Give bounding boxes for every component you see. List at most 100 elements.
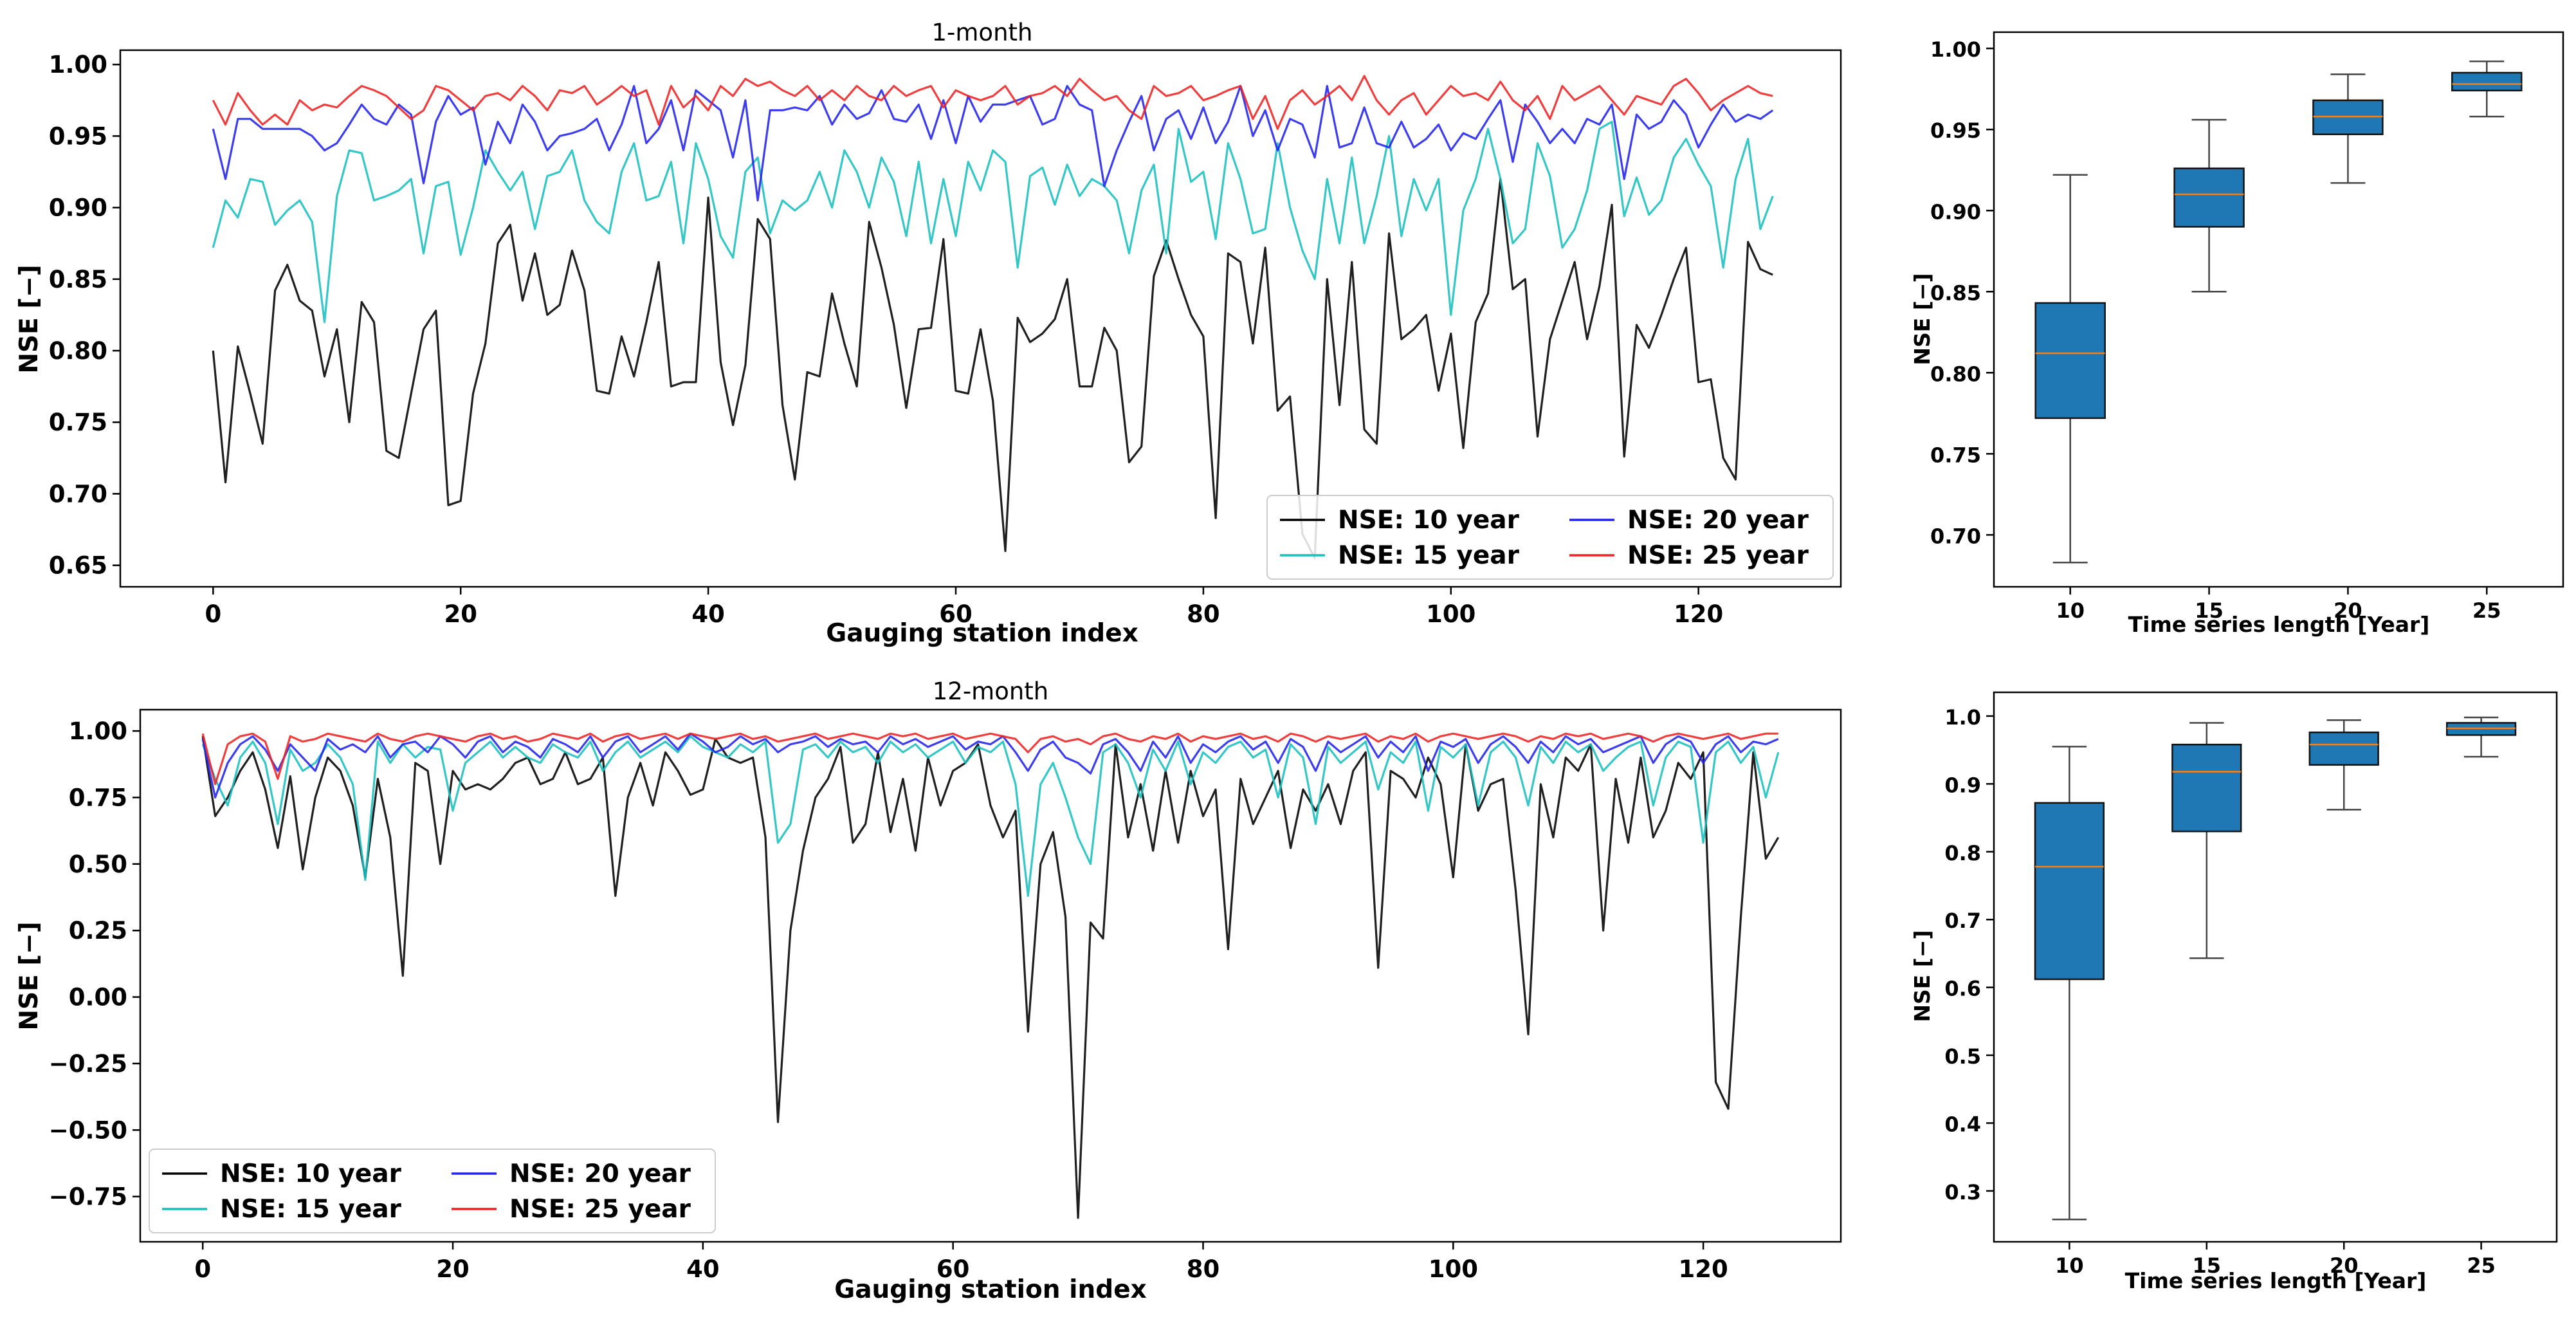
series-line-10-year: [212, 178, 1773, 560]
legend: NSE: 10 year NSE: 15 year NSE: 20 year NSE:…: [1266, 495, 1834, 580]
x-tick-label: 120: [1679, 1255, 1728, 1283]
series-line-20-year: [201, 732, 1779, 799]
y-tick-label: 0.80: [1930, 362, 1981, 386]
y-tick-label: 0.70: [49, 480, 107, 508]
x-tick-label: 60: [939, 600, 973, 628]
iqr-box: [2173, 167, 2245, 228]
x-tick-label: 25: [2467, 1253, 2496, 1278]
x-axis-label: Time series length [Year]: [2125, 1268, 2427, 1293]
iqr-box: [2034, 302, 2106, 420]
x-tick-label: 100: [1426, 600, 1475, 628]
line-chart-1-month: 1-month Gauging station index NSE [−] 0.…: [15, 19, 1842, 648]
axes-frame: [1993, 691, 2558, 1243]
y-axis-label: NSE [−]: [15, 921, 44, 1030]
box-20-year: [2312, 73, 2384, 184]
y-tick-label: 1.00: [49, 51, 107, 78]
y-tick-label: 0.95: [49, 122, 107, 150]
series-line-10-year: [201, 736, 1780, 1219]
y-tick-label: 0.3: [1944, 1180, 1981, 1204]
y-tick-label: 1.0: [1944, 705, 1981, 730]
x-axis-label: Gauging station index: [826, 619, 1138, 648]
chart-title: 1-month: [932, 19, 1033, 46]
series-line-15-year: [201, 735, 1780, 898]
x-tick-label: 0: [205, 600, 221, 628]
y-tick-label: 0.90: [49, 194, 107, 222]
x-axis-label: Time series length [Year]: [2128, 612, 2430, 637]
x-axis-label: Gauging station index: [834, 1275, 1147, 1304]
iqr-box: [2451, 71, 2523, 91]
y-tick-label: 1.00: [1930, 37, 1981, 62]
axes-frame: [1993, 31, 2564, 588]
x-tick-label: 40: [691, 600, 725, 628]
legend-frame: [149, 1148, 716, 1233]
series-line-25-year: [212, 75, 1773, 130]
legend: NSE: 10 year NSE: 15 year NSE: 20 year NSE:…: [149, 1148, 716, 1233]
y-tick-label: −0.50: [49, 1116, 127, 1144]
box-25-year: [2451, 60, 2523, 118]
x-tick-label: 0: [194, 1255, 211, 1283]
legend-label: NSE: 10 year: [220, 1159, 402, 1188]
y-axis-label: NSE [−]: [1910, 273, 1935, 365]
legend-label: NSE: 25 year: [1627, 541, 1809, 570]
y-tick-label: 0.75: [69, 784, 127, 811]
y-tick-label: 0.50: [69, 851, 127, 878]
box-10-year: [2034, 746, 2105, 1221]
y-tick-label: 0.4: [1944, 1112, 1981, 1136]
iqr-box: [2312, 99, 2384, 136]
axes-frame: [139, 708, 1842, 1243]
x-tick-label: 20: [2334, 598, 2362, 623]
y-tick-label: 0.5: [1944, 1044, 1981, 1069]
x-tick-label: 60: [936, 1255, 970, 1283]
legend-label: NSE: 20 year: [509, 1159, 691, 1188]
box-15-year: [2171, 722, 2242, 959]
x-tick-label: 15: [2195, 598, 2224, 623]
x-tick-label: 40: [686, 1255, 720, 1283]
y-tick-label: 0.85: [1930, 281, 1981, 305]
x-tick-label: 10: [2055, 1253, 2084, 1278]
y-tick-label: −0.75: [49, 1183, 127, 1211]
x-tick-label: 80: [1187, 600, 1220, 628]
y-tick-label: 0.70: [1930, 524, 1981, 548]
legend-label: NSE: 15 year: [220, 1195, 402, 1224]
y-tick-label: 0.7: [1944, 909, 1981, 933]
series-line-20-year: [212, 85, 1774, 202]
series-line-25-year: [201, 732, 1778, 786]
x-tick-label: 15: [2193, 1253, 2222, 1278]
chart-title: 12-month: [933, 678, 1049, 705]
y-tick-label: 0.75: [1930, 443, 1981, 467]
x-tick-label: 10: [2056, 598, 2085, 623]
box-plot-12-month: Time series length [Year] NSE [−] 0.3 0.4…: [1910, 691, 2558, 1293]
box-10-year: [2034, 174, 2106, 564]
legend-label: NSE: 15 year: [1338, 541, 1520, 570]
legend-label: NSE: 25 year: [509, 1195, 691, 1224]
y-tick-label: 0.8: [1944, 841, 1981, 865]
y-tick-label: 0.80: [49, 337, 107, 365]
y-tick-label: 0.9: [1944, 773, 1981, 797]
y-tick-label: 0.25: [69, 917, 127, 945]
y-tick-label: 0.90: [1930, 199, 1981, 224]
x-tick-label: 20: [436, 1255, 470, 1283]
y-tick-label: −0.25: [49, 1050, 127, 1078]
y-tick-label: 0.00: [69, 984, 127, 1011]
legend-label: NSE: 20 year: [1627, 506, 1809, 535]
series-line-15-year: [212, 120, 1774, 324]
box-plot-1-month: Time series length [Year] NSE [−] 0.70 0.…: [1910, 31, 2564, 637]
x-tick-label: 25: [2472, 598, 2501, 623]
box-20-year: [2308, 719, 2379, 811]
legend-label: NSE: 10 year: [1338, 506, 1520, 535]
iqr-box: [2308, 731, 2379, 766]
line-chart-12-month: 12-month Gauging station index NSE [−] −…: [15, 678, 1842, 1304]
y-tick-label: 0.95: [1930, 118, 1981, 143]
x-tick-label: 100: [1429, 1255, 1478, 1283]
legend-frame: [1266, 495, 1834, 580]
y-tick-label: 0.85: [49, 266, 107, 293]
y-axis-label: NSE [−]: [1910, 930, 1935, 1022]
x-tick-label: 20: [2330, 1253, 2359, 1278]
y-tick-label: 0.65: [49, 552, 107, 580]
x-tick-label: 120: [1674, 600, 1723, 628]
x-tick-label: 80: [1187, 1255, 1220, 1283]
axes-frame: [119, 49, 1842, 588]
iqr-box: [2034, 802, 2105, 981]
x-tick-label: 20: [444, 600, 477, 628]
